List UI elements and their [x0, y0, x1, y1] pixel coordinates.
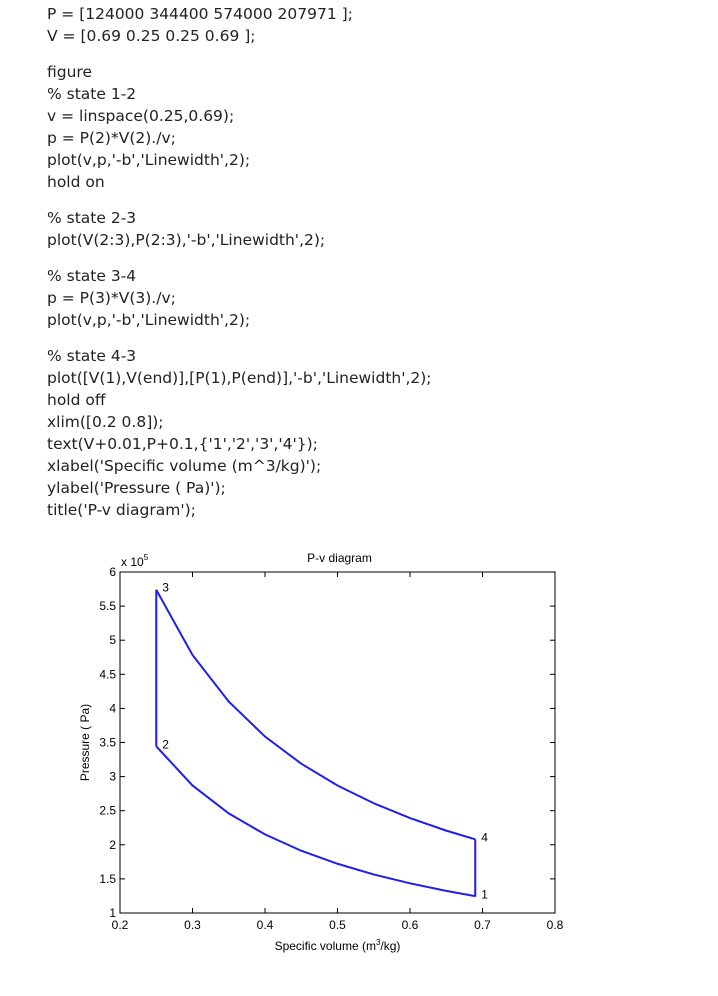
code-line: p = P(3)*V(3)./v; — [47, 289, 176, 307]
y-tick-label: 2.5 — [99, 804, 116, 818]
state-label: 3 — [162, 581, 169, 595]
y-multiplier: x 105 — [121, 553, 149, 569]
code-line: ylabel('Pressure ( Pa)'); — [47, 479, 226, 497]
code-line: text(V+0.01,P+0.1,{'1','2','3','4'}); — [47, 435, 318, 453]
code-line: p = P(2)*V(2)./v; — [47, 129, 176, 147]
y-tick-label: 1 — [109, 906, 116, 920]
y-multiplier-base: x 10 — [121, 555, 144, 569]
y-tick-label: 5.5 — [99, 599, 116, 613]
y-tick-label: 3 — [109, 770, 116, 784]
chart-title: P-v diagram — [307, 551, 372, 565]
code-line: % state 2-3 — [47, 209, 137, 227]
code-line: xlim([0.2 0.8]); — [47, 413, 164, 431]
x-tick-label: 0.3 — [184, 918, 201, 932]
code-line: title('P-v diagram'); — [47, 501, 196, 519]
x-axis-label: Specific volume (m3/kg) — [275, 938, 401, 953]
code-line: % state 4-3 — [47, 347, 137, 365]
x-tick-label: 0.2 — [112, 918, 129, 932]
y-tick-label: 3.5 — [99, 736, 116, 750]
x-tick-label: 0.7 — [474, 918, 491, 932]
code-line: plot(v,p,'-b','Linewidth',2); — [47, 311, 251, 329]
code-line: figure — [47, 63, 92, 81]
cycle-line — [155, 589, 476, 841]
code-line: xlabel('Specific volume (m^3/kg)'); — [47, 457, 322, 475]
x-tick-label: 0.6 — [402, 918, 419, 932]
code-line: V = [0.69 0.25 0.25 0.69 ]; — [47, 27, 256, 45]
code-block: % state 2-3 plot(V(2:3),P(2:3),'-b','Line… — [47, 207, 432, 251]
code-line: % state 3-4 — [47, 267, 137, 285]
y-tick-label: 4 — [109, 701, 116, 715]
code-block: P = [124000 344400 574000 207971 ]; V = [… — [47, 3, 432, 47]
y-tick-label: 6 — [109, 565, 116, 579]
x-label-text: /kg) — [380, 939, 400, 953]
code-block: figure % state 1-2 v = linspace(0.25,0.69)… — [47, 61, 432, 193]
cycle-line — [155, 745, 476, 898]
y-axis-label: Pressure ( Pa) — [78, 704, 92, 781]
y-tick-label: 5 — [109, 633, 116, 647]
x-label-text: Specific volume (m — [275, 939, 376, 953]
code-line: hold on — [47, 173, 105, 191]
code-line: plot(V(2:3),P(2:3),'-b','Linewidth',2); — [47, 231, 326, 249]
y-multiplier-exponent: 5 — [144, 553, 149, 562]
code-line: % state 1-2 — [47, 85, 137, 103]
state-label: 4 — [481, 830, 488, 844]
code-listing: P = [124000 344400 574000 207971 ]; V = [… — [47, 3, 432, 535]
code-line: hold off — [47, 391, 106, 409]
code-line: P = [124000 344400 574000 207971 ]; — [47, 5, 353, 23]
code-block: % state 4-3 plot([V(1),V(end)],[P(1),P(en… — [47, 345, 432, 521]
code-line: plot(v,p,'-b','Linewidth',2); — [47, 151, 251, 169]
x-tick-label: 0.5 — [329, 918, 346, 932]
x-tick-label: 0.4 — [257, 918, 274, 932]
x-tick-label: 0.8 — [547, 918, 564, 932]
code-line: plot([V(1),V(end)],[P(1),P(end)],'-b','L… — [47, 369, 432, 387]
plot-area — [119, 571, 556, 914]
code-line: v = linspace(0.25,0.69); — [47, 107, 235, 125]
code-block: % state 3-4 p = P(3)*V(3)./v; plot(v,p,'-b… — [47, 265, 432, 331]
state-label: 2 — [162, 737, 169, 751]
state-label: 1 — [481, 888, 488, 902]
x-label-sup: 3 — [376, 938, 381, 947]
y-tick-label: 4.5 — [99, 667, 116, 681]
y-tick-label: 2 — [109, 838, 116, 852]
y-tick-label: 1.5 — [99, 872, 116, 886]
